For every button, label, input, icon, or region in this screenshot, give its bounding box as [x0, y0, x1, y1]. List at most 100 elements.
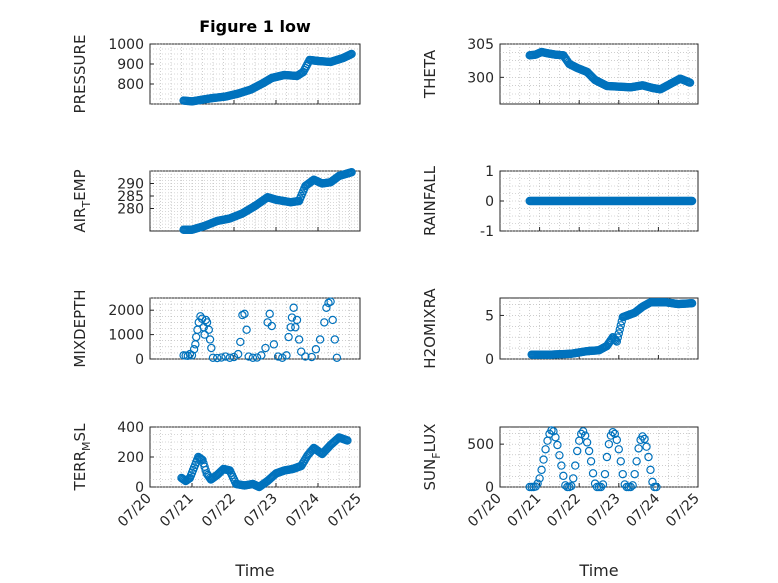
data-point	[330, 335, 339, 344]
data-point	[322, 303, 331, 312]
data-point	[307, 352, 316, 362]
data-point	[582, 438, 592, 447]
y-axis-label: SUNFLUX	[421, 424, 443, 491]
data-point	[586, 457, 596, 466]
data-point	[602, 452, 612, 462]
data-point	[551, 433, 560, 442]
data-point	[257, 351, 266, 360]
data-point	[596, 482, 606, 492]
data-point	[648, 477, 657, 487]
data-point	[646, 465, 655, 475]
series-theta	[525, 47, 695, 94]
data-point	[685, 78, 695, 87]
data-point	[233, 349, 243, 359]
data-point	[212, 353, 222, 363]
data-point	[561, 481, 570, 490]
data-point	[557, 461, 566, 470]
data-point	[286, 323, 295, 332]
subplot-rainfall: -1 0 1 RAINFALL	[421, 164, 699, 240]
x-tick-label: 07/22	[199, 491, 239, 531]
data-point	[576, 429, 586, 439]
data-point	[315, 335, 325, 344]
data-point	[571, 461, 580, 470]
data-point	[238, 310, 247, 320]
y-tick-label: 900	[117, 57, 144, 73]
y-tick-label: -1	[480, 224, 494, 240]
y-tick-label: 200	[117, 450, 144, 466]
data-point	[612, 337, 622, 346]
series-pressure	[179, 49, 356, 106]
x-tick-label: 07/25	[325, 491, 365, 531]
x-axis-label: Time	[578, 561, 618, 580]
y-tick-label: 400	[117, 420, 144, 436]
data-point	[326, 297, 335, 306]
data-point	[642, 442, 651, 451]
data-point	[618, 469, 627, 479]
data-point	[217, 353, 226, 362]
data-point	[197, 455, 206, 464]
series-h2omixra	[527, 298, 697, 359]
data-point	[324, 298, 333, 308]
y-tick-label: 1000	[108, 37, 144, 53]
x-tick-label: 07/23	[584, 491, 624, 531]
data-point	[311, 345, 321, 354]
data-point	[608, 427, 618, 437]
data-point	[539, 455, 548, 464]
x-tick-label: 07/22	[544, 491, 584, 531]
data-point	[284, 332, 293, 342]
data-point	[332, 353, 342, 362]
data-point	[614, 329, 624, 338]
series-mixdepth	[179, 297, 342, 363]
data-point	[282, 351, 291, 360]
data-point	[634, 444, 643, 453]
data-point	[269, 340, 279, 349]
x-tick-label: 07/21	[505, 491, 545, 531]
data-point	[614, 445, 624, 454]
data-point	[347, 49, 356, 59]
data-point	[278, 353, 287, 362]
data-point	[638, 432, 647, 441]
y-axis-label: TERRMSL	[71, 423, 93, 492]
series-air_temp	[179, 168, 356, 234]
data-point	[252, 353, 262, 362]
data-point	[652, 482, 661, 492]
data-point	[687, 299, 697, 308]
data-point	[248, 353, 258, 362]
data-point	[261, 343, 270, 353]
data-point	[640, 434, 649, 444]
x-tick-label: 07/21	[157, 491, 197, 531]
data-point	[604, 439, 614, 449]
data-point	[328, 315, 337, 325]
data-point	[569, 474, 578, 483]
data-point	[553, 440, 562, 450]
data-point	[287, 313, 297, 322]
x-tick-label: 07/24	[623, 490, 663, 530]
data-point	[630, 469, 639, 479]
subplot-terr_msl: 0 200 400 07/20 07/21 07/22 07/23 07/24 07/25 TER…	[71, 420, 365, 580]
subplot-mixdepth: 0 1000 2000 MIXDEPTH	[71, 289, 361, 368]
y-tick-label: 0	[485, 480, 494, 496]
data-point	[189, 345, 199, 354]
data-point	[573, 446, 582, 456]
subplot-pressure: 800 900 1000 PRESSURE Figure 1 low	[71, 17, 361, 113]
data-point	[610, 429, 620, 439]
data-point	[628, 481, 637, 490]
x-tick-label: 07/24	[283, 490, 323, 530]
data-point	[273, 352, 283, 361]
data-point	[242, 325, 251, 334]
data-point	[208, 353, 218, 362]
data-point	[541, 445, 550, 454]
data-point	[267, 321, 276, 331]
data-point	[600, 469, 610, 479]
chart-title: Figure 1 low	[199, 17, 311, 36]
data-point	[616, 457, 625, 466]
data-point	[240, 309, 249, 319]
y-axis-label: MIXDEPTH	[71, 289, 89, 367]
data-point	[588, 469, 598, 478]
data-point	[343, 436, 352, 445]
data-point	[632, 457, 641, 466]
data-point	[183, 351, 192, 361]
y-tick-label: 5	[485, 308, 494, 324]
data-point	[559, 471, 568, 481]
series-rainfall	[525, 196, 697, 206]
